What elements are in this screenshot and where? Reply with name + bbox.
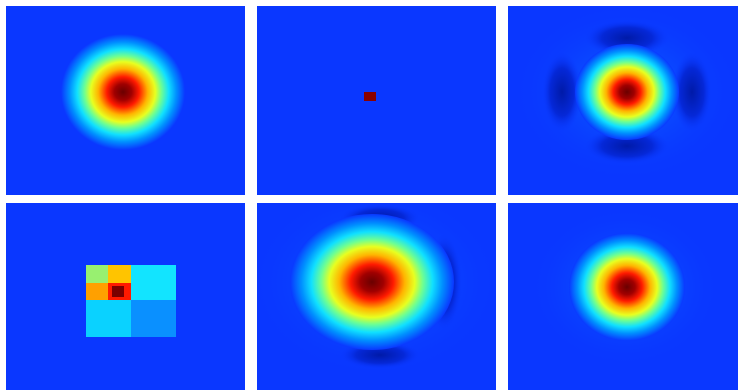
panel (257, 6, 496, 195)
heat-spot (61, 34, 185, 150)
heat-spot (569, 233, 685, 341)
heat-spot (290, 214, 454, 350)
side-lobe (585, 20, 669, 56)
side-lobe (585, 128, 669, 164)
block (108, 265, 131, 283)
panel (6, 203, 245, 390)
panel (6, 6, 245, 195)
panel (508, 203, 738, 390)
block (86, 265, 108, 283)
panel (508, 6, 738, 195)
block (86, 300, 131, 337)
heat-spot (575, 44, 679, 140)
side-lobe (672, 52, 712, 132)
panel (257, 203, 496, 390)
side-lobe (542, 52, 582, 132)
block (86, 283, 108, 300)
panel-background (257, 6, 496, 195)
block (131, 300, 176, 337)
block (112, 286, 124, 297)
heat-pixel (364, 92, 376, 101)
block (131, 265, 176, 300)
